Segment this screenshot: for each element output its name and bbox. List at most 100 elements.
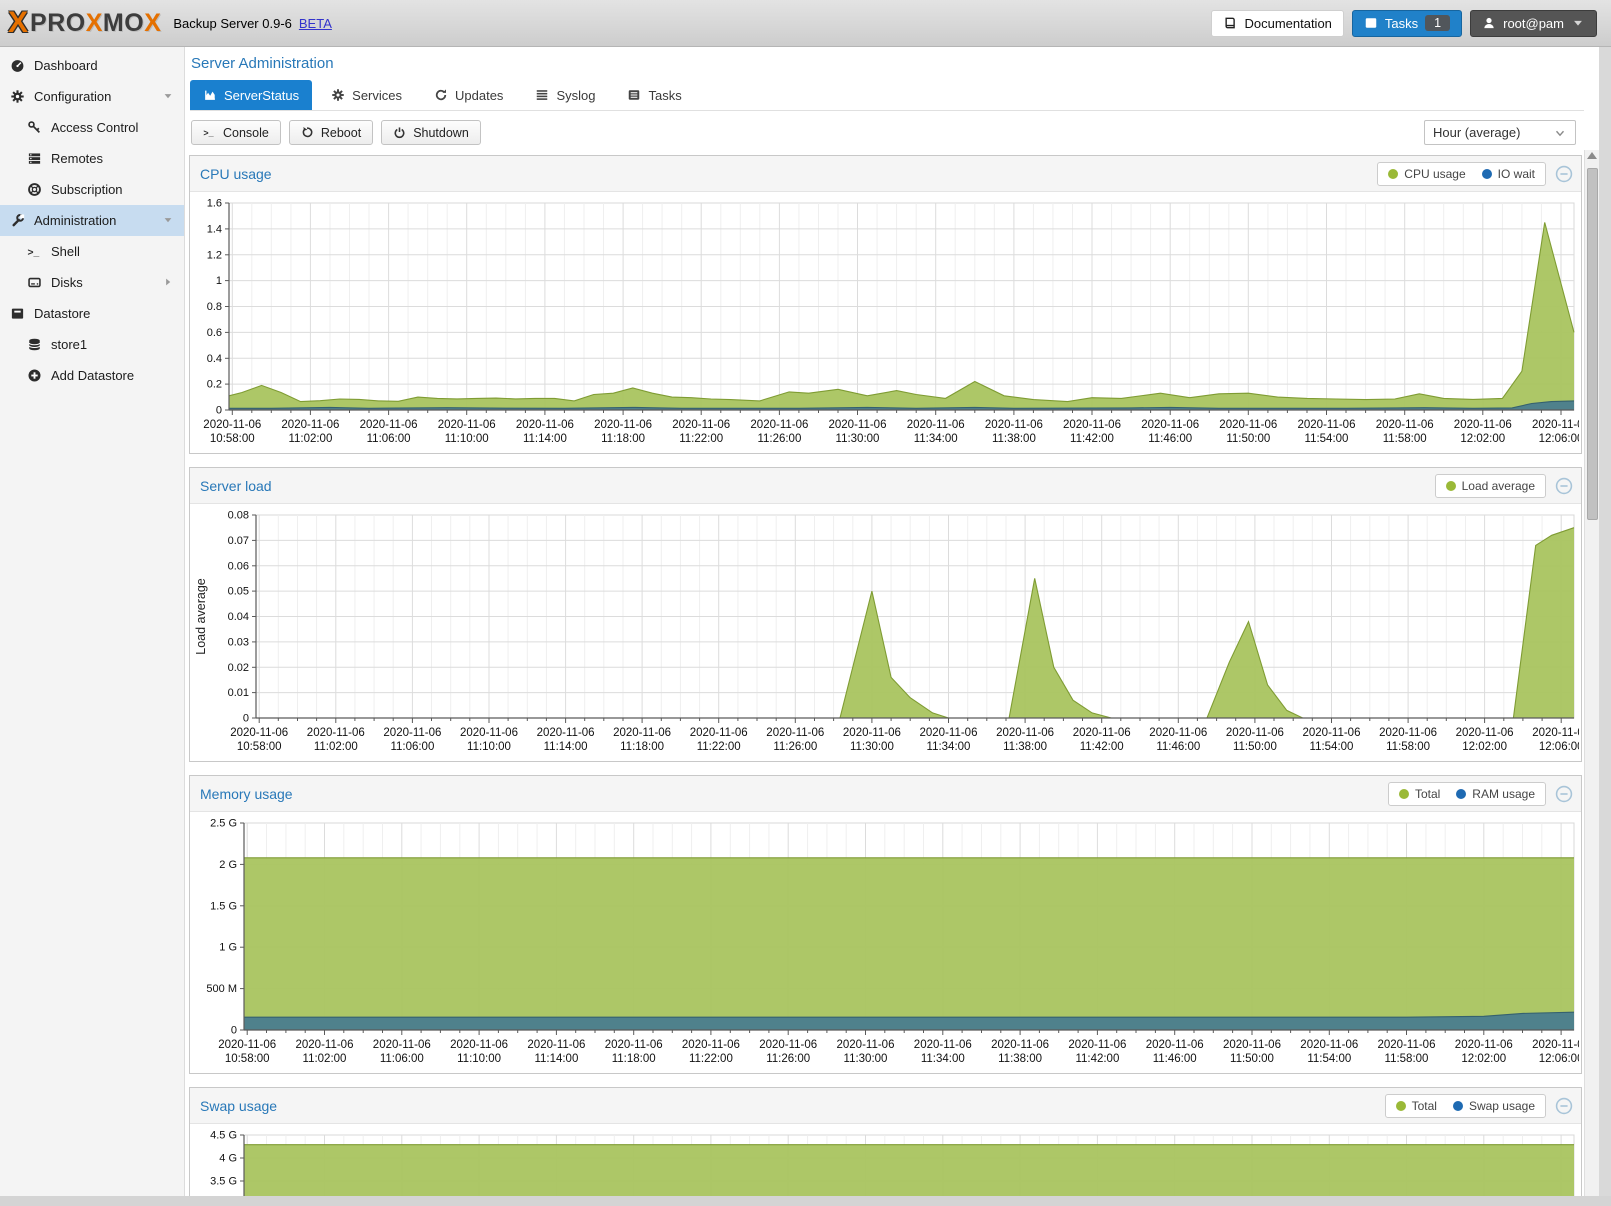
legend-item-load-average[interactable]: Load average (1445, 479, 1535, 493)
minus-circle-icon[interactable] (1555, 477, 1573, 495)
svg-text:4.5 G: 4.5 G (210, 1130, 237, 1142)
tab-label: Services (352, 87, 403, 103)
caret-down-icon[interactable] (162, 90, 174, 102)
svg-text:11:46:00: 11:46:00 (1153, 1053, 1197, 1065)
sidebar-item-dashboard[interactable]: Dashboard (0, 50, 184, 81)
svg-text:2020-11-06: 2020-11-06 (920, 727, 978, 739)
chart-memory-usage: 0 500 M 1 G 1.5 G 2 G 2.5 G 2020-11-06 10:58:00… (190, 812, 1584, 1073)
svg-text:11:38:00: 11:38:00 (1003, 741, 1047, 753)
vertical-scrollbar[interactable] (1584, 150, 1599, 1196)
documentation-button[interactable]: Documentation (1211, 9, 1344, 37)
legend-item-total[interactable]: Total (1395, 1098, 1437, 1113)
tab-updates[interactable]: Updates (421, 80, 516, 110)
main-content: Server Administration ServerStatus Servic… (186, 47, 1584, 1196)
svg-text:2020-11-06: 2020-11-06 (460, 727, 518, 739)
beta-link[interactable]: BETA (298, 15, 332, 31)
legend-dot-icon (1481, 168, 1492, 179)
svg-text:11:34:00: 11:34:00 (921, 1053, 965, 1065)
time-range-select[interactable]: Hour (average) (1424, 120, 1576, 145)
sidebar-item-label: Administration (34, 213, 117, 228)
sidebar-item-datastore[interactable]: Datastore (0, 298, 184, 329)
user-menu-button[interactable]: root@pam (1470, 9, 1597, 37)
proxmox-logo: X PROXMOX (8, 8, 161, 38)
legend-item-cpu-usage[interactable]: CPU usage (1388, 167, 1466, 181)
svg-text:>_: >_ (27, 248, 39, 259)
chart-server-load: 0 0.01 0.02 0.03 0.04 0.05 0.06 0.07 0.08 2020-11… (190, 504, 1584, 761)
minus-circle-icon[interactable] (1555, 785, 1573, 803)
legend-label: Total (1411, 1098, 1437, 1113)
legend-item-swap-usage[interactable]: Swap usage (1452, 1099, 1535, 1113)
svg-text:2020-11-06: 2020-11-06 (537, 727, 595, 739)
svg-text:11:30:00: 11:30:00 (850, 741, 894, 753)
svg-text:1 G: 1 G (219, 942, 237, 954)
svg-text:0.8: 0.8 (207, 301, 222, 313)
svg-text:0.02: 0.02 (228, 662, 249, 674)
console-button[interactable]: >_ Console (191, 120, 281, 145)
top-bar: X PROXMOX Backup Server 0.9-6 BETA Docum… (0, 0, 1611, 47)
tab-services[interactable]: Services (318, 80, 415, 110)
svg-text:2020-11-06: 2020-11-06 (829, 419, 887, 431)
panel-header-swap-usage: Swap usage Total Swap usage (190, 1088, 1581, 1124)
sidebar-item-administration[interactable]: Administration (0, 205, 184, 236)
svg-text:2020-11-06: 2020-11-06 (218, 1039, 276, 1051)
scroll-up-arrow-icon[interactable] (1587, 152, 1597, 159)
svg-text:2020-11-06: 2020-11-06 (516, 419, 574, 431)
sidebar-item-subscription[interactable]: Subscription (0, 174, 184, 205)
caret-down-icon[interactable] (162, 214, 174, 226)
svg-text:12:06:00: 12:06:00 (1539, 741, 1579, 753)
sidebar-item-label: Dashboard (34, 58, 98, 73)
svg-text:10:58:00: 10:58:00 (210, 433, 255, 445)
book-icon (1223, 16, 1237, 30)
svg-text:2020-11-06: 2020-11-06 (1149, 727, 1207, 739)
tab-syslog[interactable]: Syslog (522, 80, 608, 110)
svg-text:2 G: 2 G (219, 859, 237, 871)
svg-text:11:54:00: 11:54:00 (1307, 1053, 1351, 1065)
sidebar-item-disks[interactable]: Disks (0, 267, 184, 298)
lifering-icon (27, 182, 42, 197)
tab-tasks[interactable]: Tasks (614, 80, 694, 110)
reboot-button[interactable]: Reboot (288, 120, 374, 145)
sidebar-item-remotes[interactable]: Remotes (0, 143, 184, 174)
minus-circle-icon[interactable] (1555, 1097, 1573, 1115)
sidebar-item-label: Add Datastore (51, 368, 135, 383)
svg-text:11:02:00: 11:02:00 (303, 1053, 347, 1065)
minus-circle-icon[interactable] (1555, 165, 1573, 183)
svg-text:2020-11-06: 2020-11-06 (1063, 419, 1121, 431)
sidebar-item-add-datastore[interactable]: Add Datastore (0, 360, 184, 391)
svg-text:2020-11-06: 2020-11-06 (296, 1039, 354, 1051)
tab-serverstatus[interactable]: ServerStatus (190, 80, 313, 110)
tasks-button[interactable]: Tasks 1 (1351, 9, 1463, 37)
legend-dot-icon (1445, 480, 1456, 491)
legend-item-io-wait[interactable]: IO wait (1481, 167, 1535, 181)
svg-text:2020-11-06: 2020-11-06 (281, 419, 339, 431)
scrollbar-thumb[interactable] (1587, 168, 1598, 520)
tab-bar: ServerStatus Services Updates Syslog Tasks (190, 80, 1584, 111)
svg-text:1.2: 1.2 (207, 249, 222, 261)
sidebar-item-shell[interactable]: >_ Shell (0, 236, 184, 267)
legend-dot-icon (1388, 168, 1399, 179)
svg-text:2020-11-06: 2020-11-06 (438, 419, 496, 431)
proxmox-x-icon: X (8, 6, 29, 39)
legend-item-ram-usage[interactable]: RAM usage (1456, 787, 1535, 801)
sidebar-item-store1[interactable]: store1 (0, 329, 184, 360)
sidebar-item-configuration[interactable]: Configuration (0, 81, 184, 112)
shutdown-button[interactable]: Shutdown (381, 120, 481, 145)
sidebar-item-label: Configuration (34, 89, 112, 104)
svg-text:11:50:00: 11:50:00 (1233, 741, 1277, 753)
svg-text:2020-11-06: 2020-11-06 (307, 727, 365, 739)
sidebar-item-label: Disks (51, 275, 83, 290)
svg-text:2020-11-06: 2020-11-06 (1379, 727, 1437, 739)
chart-area-icon (203, 88, 217, 102)
svg-text:500 M: 500 M (206, 983, 237, 995)
chart-legend: Total Swap usage (1384, 1093, 1546, 1118)
svg-text:11:50:00: 11:50:00 (1230, 1053, 1274, 1065)
caret-right-icon[interactable] (162, 276, 174, 288)
legend-item-total[interactable]: Total (1398, 787, 1440, 801)
svg-text:2020-11-06: 2020-11-06 (1146, 1039, 1204, 1051)
sidebar-item-access-control[interactable]: Access Control (0, 112, 184, 143)
svg-text:11:10:00: 11:10:00 (457, 1053, 501, 1065)
legend-dot-icon (1456, 788, 1467, 799)
panel-header-cpu-usage: CPU usage CPU usage IO wait (190, 156, 1581, 192)
svg-text:11:26:00: 11:26:00 (766, 1053, 810, 1065)
